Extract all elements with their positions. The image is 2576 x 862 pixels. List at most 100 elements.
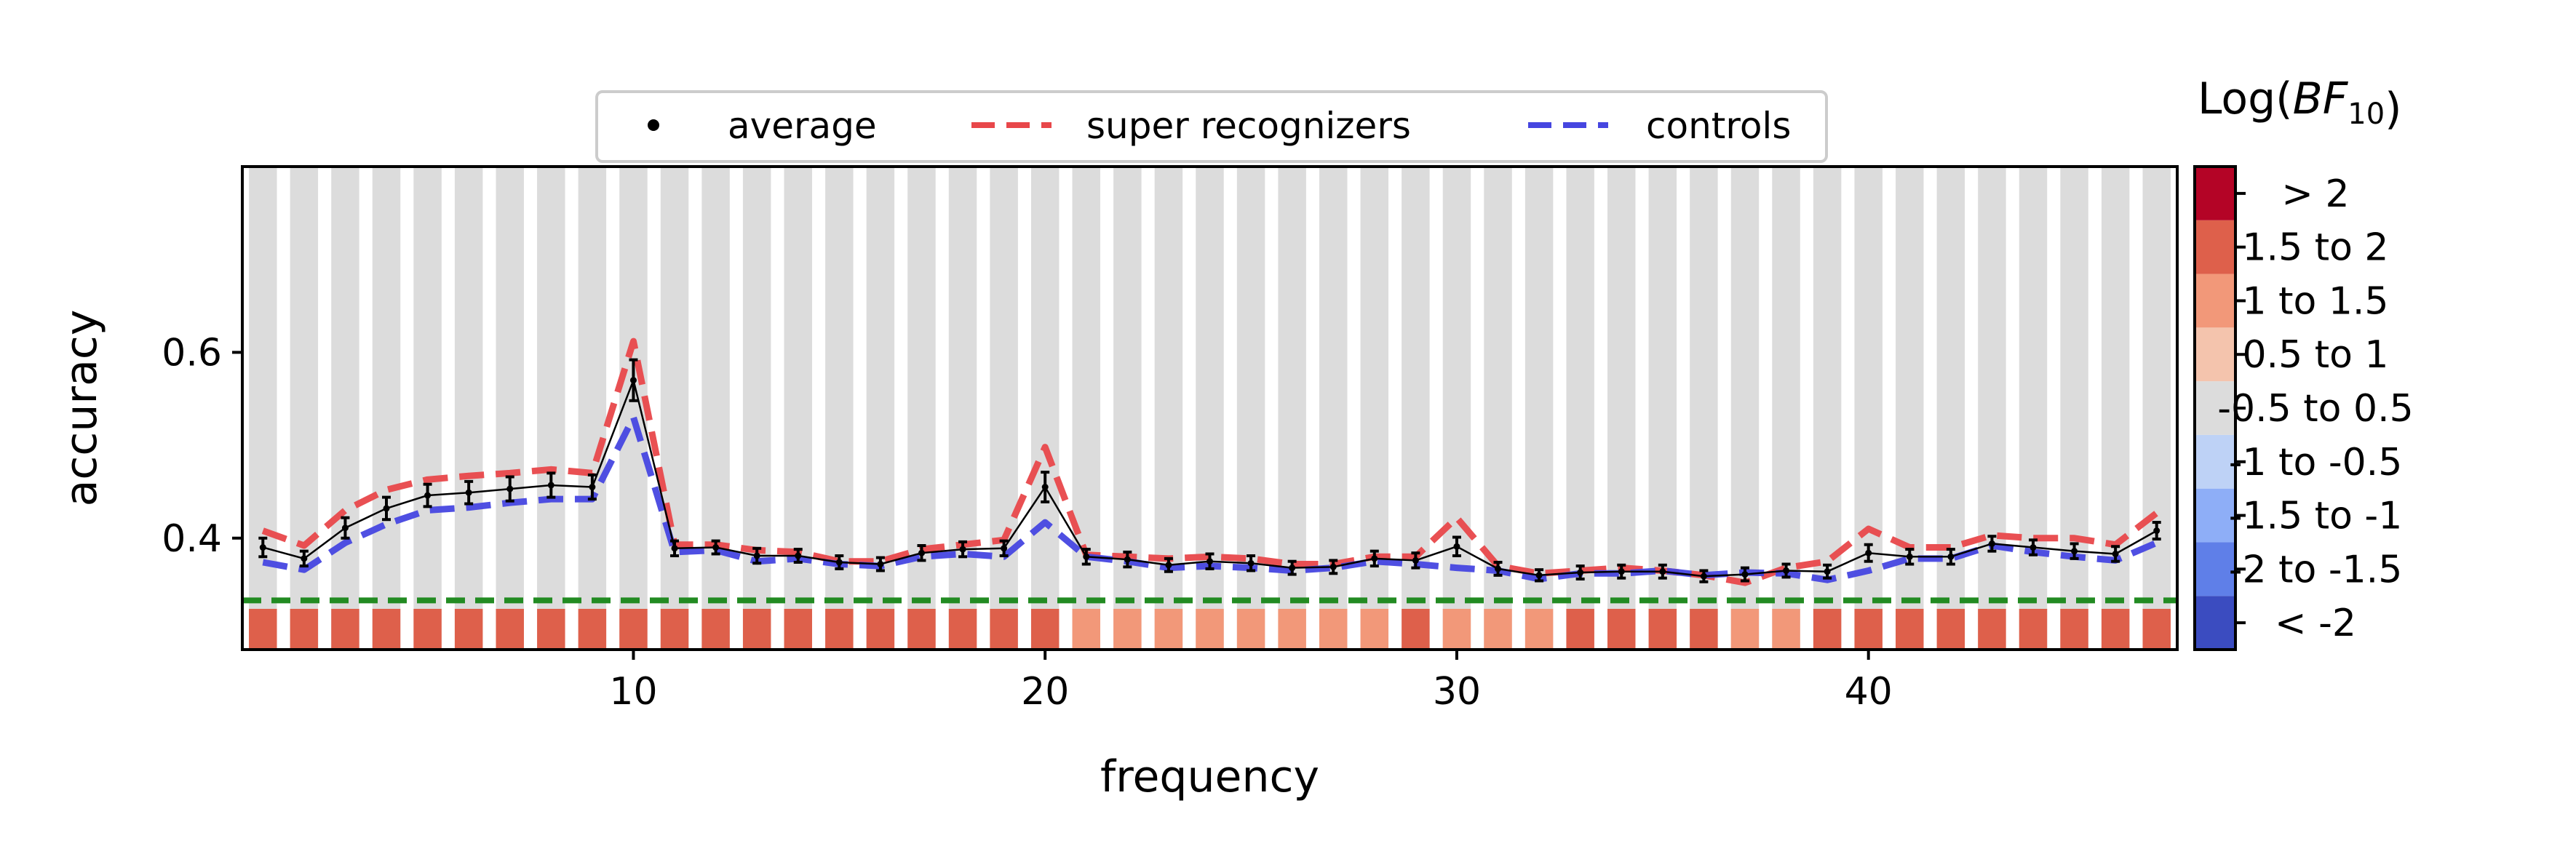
legend-controls-label: controls xyxy=(1646,105,1791,147)
bf-strip-cell xyxy=(742,609,771,650)
bf-strip-cell xyxy=(660,609,689,650)
colorbar-tick-label: -0.5 to 0.5 xyxy=(2217,387,2413,431)
bf-background-bar xyxy=(1854,167,1883,650)
average-point xyxy=(1041,484,1049,491)
bf-strip-cell xyxy=(701,609,730,650)
bf-strip-cell xyxy=(1402,609,1430,650)
error-bars xyxy=(258,358,2161,583)
legend-super-recognizers-label: super recognizers xyxy=(1086,105,1411,147)
colorbar-segment xyxy=(2195,542,2235,596)
x-axis-label: frequency xyxy=(1100,751,1319,802)
average-point xyxy=(671,545,678,552)
bf-strip-cell xyxy=(331,609,359,650)
bf-background-bar xyxy=(331,167,359,650)
average-point xyxy=(1700,572,1707,580)
bf-strip-cell xyxy=(290,609,319,650)
bf-strip-cell xyxy=(1566,609,1594,650)
average-point xyxy=(1577,569,1584,576)
bf-background-bar xyxy=(1196,167,1224,650)
bf-strip-cell xyxy=(372,609,401,650)
average-point xyxy=(1083,553,1090,560)
bf-strip-cell xyxy=(1442,609,1471,650)
average-point xyxy=(1618,568,1625,575)
bf-strip-cell xyxy=(1896,609,1924,650)
bf-strip-cell xyxy=(948,609,977,650)
colorbar: < -2 -2 to -1.5 -1.5 to -1 -1 to -0.5 -0.5 t… xyxy=(2193,165,2414,651)
series-line-super-recognizers xyxy=(261,338,2159,586)
bf-strip-cell xyxy=(1813,609,1842,650)
bf-background-bar xyxy=(1278,167,1306,650)
average-point xyxy=(877,561,884,568)
colorbar-tick-label: -2 to -1.5 xyxy=(2229,548,2403,591)
bf-strip-cell xyxy=(1154,609,1183,650)
average-point xyxy=(259,544,266,551)
bf-strip-cell xyxy=(1236,609,1265,650)
bf-strip xyxy=(249,609,2171,650)
x-tick-label: 10 xyxy=(609,670,657,714)
bf-strip-cell xyxy=(1072,609,1101,650)
bf-background-bar xyxy=(2142,167,2171,650)
colorbar-tick-label: > 2 xyxy=(2281,172,2349,216)
colorbar-segment xyxy=(2195,220,2235,274)
average-point xyxy=(835,559,843,566)
bf-strip-cell xyxy=(413,609,442,650)
plot-frame xyxy=(241,165,2179,651)
bf-background-bar xyxy=(1978,167,2006,650)
bf-background-bar xyxy=(249,167,277,650)
average-point xyxy=(1495,565,1502,572)
bf-strip-cell xyxy=(1360,609,1389,650)
colorbar-segment xyxy=(2195,381,2235,435)
bf-background-bar xyxy=(578,167,607,650)
average-point xyxy=(1988,540,1995,547)
bf-background-bar xyxy=(2019,167,2048,650)
bf-background-bar xyxy=(660,167,689,650)
average-point xyxy=(712,544,720,551)
bf-strip-cell xyxy=(496,609,524,650)
bf-background-bar xyxy=(2060,167,2088,650)
bf-background-bar xyxy=(1319,167,1348,650)
average-point xyxy=(465,489,472,496)
average-point xyxy=(753,552,760,559)
bf-background-bar xyxy=(496,167,524,650)
average-point xyxy=(1824,568,1831,575)
average-point xyxy=(1247,559,1255,567)
bf-strip-cell xyxy=(1319,609,1348,650)
bf-strip-cell xyxy=(866,609,895,650)
average-point xyxy=(1741,571,1749,578)
bf-strip-cell xyxy=(2019,609,2048,650)
average-point xyxy=(1329,563,1337,570)
bf-strip-cell xyxy=(1772,609,1800,650)
legend-average-label: average xyxy=(728,105,877,147)
bf-background-bar xyxy=(413,167,442,650)
bf-strip-cell xyxy=(1978,609,2006,650)
bf-strip-cell xyxy=(990,609,1018,650)
average-point xyxy=(1947,553,1955,560)
bf-background-bar xyxy=(1072,167,1101,650)
bf-background-bar xyxy=(2101,167,2130,650)
colorbar-tick-label: 1 to 1.5 xyxy=(2242,279,2388,323)
bf-background-bar xyxy=(1154,167,1183,650)
average-point xyxy=(918,549,925,556)
average-point xyxy=(2030,544,2037,551)
y-axis-ticks: 0.4 0.6 xyxy=(162,331,242,561)
legend-box xyxy=(595,90,1828,163)
bf-strip-cell xyxy=(578,609,607,650)
average-point xyxy=(301,555,308,562)
colorbar-segment xyxy=(2195,274,2235,328)
bf-background-bars xyxy=(249,167,2171,650)
x-tick-label: 40 xyxy=(1845,670,1893,714)
colorbar-segment xyxy=(2195,488,2235,543)
y-tick-label: 0.6 xyxy=(162,331,222,375)
average-point xyxy=(1001,545,1008,552)
bf-strip-cell xyxy=(1936,609,1965,650)
bf-strip-cell xyxy=(1648,609,1677,650)
average-point xyxy=(341,524,349,532)
bf-strip-cell xyxy=(1030,609,1060,650)
bf-background-bar xyxy=(619,167,648,650)
colorbar-title: Log(BF10) xyxy=(2198,73,2402,135)
y-tick-label: 0.4 xyxy=(162,517,222,561)
bf-strip-cell xyxy=(1854,609,1883,650)
bf-background-bar xyxy=(1442,167,1471,650)
bf-strip-cell xyxy=(784,609,812,650)
